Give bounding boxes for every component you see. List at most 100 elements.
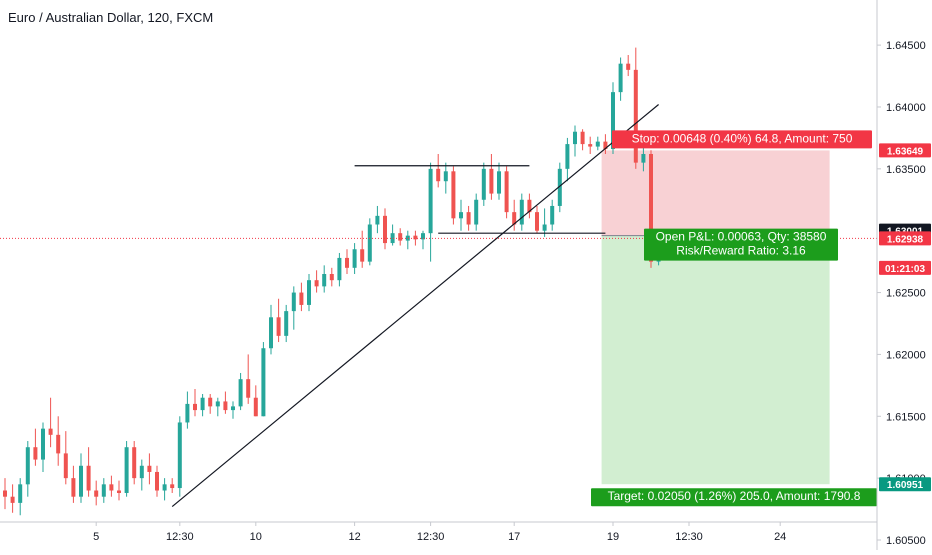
pnl-label-text: Open P&L: 0.00063, Qty: 38580 (656, 230, 827, 244)
candle-body (33, 447, 38, 460)
candle-body (641, 153, 646, 163)
candle-body (573, 131, 577, 145)
trendline (171, 104, 659, 508)
target-label: Target: 0.02050 (1.26%) 205.0, Amount: 1… (591, 488, 877, 507)
candle-body (633, 69, 638, 163)
candle (398, 228, 403, 246)
candle-body (459, 212, 463, 219)
pnl-label-text: Risk/Reward Ratio: 3.16 (676, 244, 806, 258)
candle-body (238, 379, 243, 407)
candle (101, 478, 106, 503)
candle-body (25, 447, 30, 485)
candle (390, 224, 395, 246)
candle-body (611, 92, 615, 150)
candle-body (337, 257, 342, 281)
candle (542, 208, 547, 237)
candle (557, 162, 562, 213)
candle-body (170, 484, 175, 489)
candle (550, 199, 555, 231)
candle (261, 342, 266, 417)
candle (436, 153, 441, 188)
candle (94, 480, 99, 506)
candle-body (223, 401, 228, 411)
candle-body (147, 465, 152, 472)
candle (25, 441, 30, 497)
candle (139, 459, 144, 491)
candle-body (109, 484, 114, 491)
axes (0, 0, 878, 550)
candle-body (94, 490, 99, 497)
candle (535, 205, 539, 234)
candle-body (48, 428, 53, 435)
candle-body (41, 428, 45, 460)
candle (519, 193, 524, 231)
candle-body (413, 235, 418, 240)
candle (565, 137, 570, 182)
candle (71, 465, 76, 503)
y-tick-label: 1.62000 (886, 349, 926, 361)
candle (215, 397, 220, 417)
x-tick-label: 12:30 (417, 531, 445, 543)
candle (588, 136, 593, 154)
candle (641, 146, 646, 172)
candle-body (79, 465, 83, 497)
price-tag: 01:21:03 (879, 260, 931, 275)
x-tick-label: 10 (250, 531, 262, 543)
candle (269, 304, 273, 355)
price-tag-text: 1.60951 (887, 480, 924, 491)
candle (367, 218, 372, 266)
candle-body (535, 212, 539, 231)
candle-body (71, 478, 76, 497)
candle-body (436, 168, 441, 182)
candle-body (215, 401, 220, 407)
candle (360, 230, 365, 268)
candle (322, 265, 327, 293)
candle-body (193, 403, 197, 411)
candle (527, 193, 532, 219)
candle-body (253, 397, 258, 417)
candle-body (550, 205, 555, 225)
candle-body (185, 403, 190, 423)
pnl-label-box (644, 228, 838, 261)
candle (307, 274, 311, 312)
candle-body (360, 249, 365, 262)
candle-body (588, 144, 593, 147)
candle-body (618, 63, 623, 93)
candle-body (367, 224, 372, 262)
candle (170, 478, 175, 493)
price-tag-box (879, 231, 931, 246)
y-tick-label: 1.63500 (886, 164, 926, 176)
candle (284, 304, 289, 343)
pnl-label: Open P&L: 0.00063, Qty: 38580Risk/Reward… (644, 228, 838, 261)
candle (147, 453, 152, 485)
x-tick-label: 12 (348, 531, 360, 543)
candle (595, 136, 600, 151)
y-tick-label: 1.62500 (886, 288, 926, 300)
candle (474, 193, 479, 231)
x-axis-ticks: 5 12:30 10 12 12:30 17 19 12:30 24 (93, 522, 786, 543)
candle-body (86, 465, 91, 491)
x-tick-label: 12:30 (675, 531, 703, 543)
price-tag: 1.60951 (879, 477, 931, 492)
candle-body (428, 168, 433, 234)
candle-body (139, 465, 144, 479)
stop-zone (601, 150, 830, 236)
target-label-box (591, 488, 877, 507)
y-tick-label: 1.60500 (886, 535, 926, 547)
candle (124, 441, 129, 497)
stop-label-text: Stop: 0.00648 (0.40%) 64.8, Amount: 750 (632, 131, 853, 145)
candle (459, 199, 463, 231)
candle (48, 397, 53, 448)
x-tick-label: 5 (93, 531, 99, 543)
candle-body (56, 434, 61, 454)
candle-body (421, 233, 425, 240)
candle (231, 401, 235, 419)
candle (56, 416, 61, 466)
candle-body (352, 249, 357, 268)
candle-body (117, 490, 121, 493)
price-tag-box (879, 477, 931, 492)
candle (109, 475, 114, 497)
candle-body (466, 212, 471, 225)
